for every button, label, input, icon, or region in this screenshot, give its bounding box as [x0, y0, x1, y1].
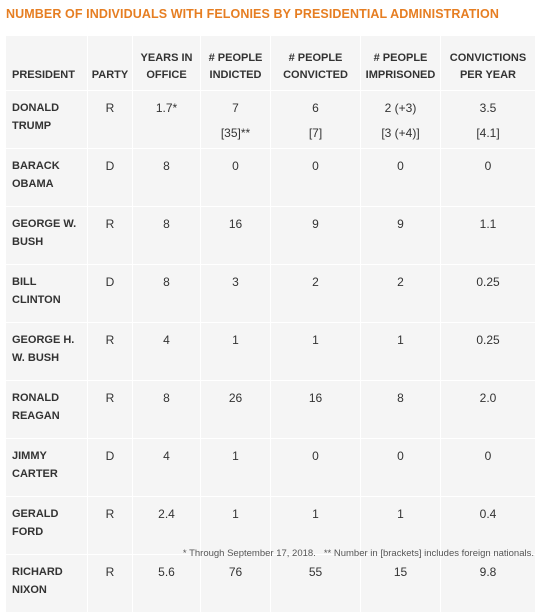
president-name: GERALD FORD: [5, 496, 88, 555]
convicted-cell: 0: [270, 148, 361, 207]
table-row: BILL CLINTON D 8 3 2 2 0.25: [5, 264, 536, 323]
header-imprisoned: # PEOPLE IMPRISONED: [360, 35, 441, 91]
president-name: BILL CLINTON: [5, 264, 88, 323]
years-cell: 1.7*: [132, 90, 201, 149]
table-row: BARACK OBAMA D 8 0 0 0 0: [5, 148, 536, 207]
per-year-cell: 2.0: [440, 380, 536, 439]
table-title: NUMBER OF INDIVIDUALS WITH FELONIES BY P…: [6, 7, 499, 21]
years-cell: 5.6: [132, 554, 201, 613]
party-cell: D: [87, 438, 133, 497]
convicted-cell: 2: [270, 264, 361, 323]
years-cell: 4: [132, 438, 201, 497]
years-cell: 8: [132, 380, 201, 439]
imprisoned-cell: 0: [360, 438, 441, 497]
years-cell: 2.4: [132, 496, 201, 555]
years-cell: 8: [132, 206, 201, 265]
imprisoned-cell: 9: [360, 206, 441, 265]
per-year-cell: 0.25: [440, 322, 536, 381]
table-row: GEORGE H. W. BUSH R 4 1 1 1 0.25: [5, 322, 536, 381]
felonies-table: PRESIDENT PARTY YEARS IN OFFICE # PEOPLE I…: [5, 35, 536, 613]
imprisoned-cell: 0: [360, 148, 441, 207]
convicted-cell: 9: [270, 206, 361, 265]
indicted-cell: 0: [200, 148, 271, 207]
header-years: YEARS IN OFFICE: [132, 35, 201, 91]
president-name: JIMMY CARTER: [5, 438, 88, 497]
party-cell: D: [87, 264, 133, 323]
felonies-table-container: PRESIDENT PARTY YEARS IN OFFICE # PEOPLE I…: [5, 35, 536, 613]
footnote-brackets: ** Number in [brackets] includes foreign…: [323, 548, 534, 559]
years-cell: 4: [132, 322, 201, 381]
per-year-cell: 9.8: [440, 554, 536, 613]
convicted-cell: 1: [270, 496, 361, 555]
president-name: GEORGE H. W. BUSH: [5, 322, 88, 381]
table-row: GERALD FORD R 2.4 1 1 1 0.4: [5, 496, 536, 555]
imprisoned-cell: 1: [360, 496, 441, 555]
indicted-cell: 16: [200, 206, 271, 265]
president-name: RICHARD NIXON: [5, 554, 88, 613]
indicted-cell: 3: [200, 264, 271, 323]
party-cell: R: [87, 90, 133, 149]
table-row: JIMMY CARTER D 4 1 0 0 0: [5, 438, 536, 497]
convicted-cell: 0: [270, 438, 361, 497]
convicted-cell: 6 [7]: [270, 90, 361, 149]
header-convictions-per-year: CONVICTIONS PER YEAR: [440, 35, 536, 91]
convicted-cell: 1: [270, 322, 361, 381]
president-name: RONALD REAGAN: [5, 380, 88, 439]
footnote-through-date: * Through September 17, 2018.: [182, 548, 316, 559]
indicted-cell: 1: [200, 322, 271, 381]
party-cell: R: [87, 206, 133, 265]
header-indicted: # PEOPLE INDICTED: [200, 35, 271, 91]
president-name: DONALD TRUMP: [5, 90, 88, 149]
party-cell: R: [87, 322, 133, 381]
per-year-cell: 1.1: [440, 206, 536, 265]
imprisoned-cell: 8: [360, 380, 441, 439]
convicted-cell: 55: [270, 554, 361, 613]
table-row: RONALD REAGAN R 8 26 16 8 2.0: [5, 380, 536, 439]
indicted-cell: 26: [200, 380, 271, 439]
table-row: GEORGE W. BUSH R 8 16 9 9 1.1: [5, 206, 536, 265]
party-cell: R: [87, 380, 133, 439]
years-cell: 8: [132, 264, 201, 323]
per-year-cell: 0: [440, 438, 536, 497]
imprisoned-cell: 15: [360, 554, 441, 613]
header-party: PARTY: [87, 35, 133, 91]
header-convicted: # PEOPLE CONVICTED: [270, 35, 361, 91]
president-name: BARACK OBAMA: [5, 148, 88, 207]
per-year-cell: 0.4: [440, 496, 536, 555]
president-name: GEORGE W. BUSH: [5, 206, 88, 265]
imprisoned-cell: 2 (+3) [3 (+4)]: [360, 90, 441, 149]
convicted-cell: 16: [270, 380, 361, 439]
header-president: PRESIDENT: [5, 35, 88, 91]
table-row: RICHARD NIXON R 5.6 76 55 15 9.8: [5, 554, 536, 613]
per-year-cell: 0: [440, 148, 536, 207]
indicted-cell: 7 [35]**: [200, 90, 271, 149]
imprisoned-cell: 2: [360, 264, 441, 323]
indicted-cell: 1: [200, 496, 271, 555]
party-cell: R: [87, 554, 133, 613]
indicted-cell: 1: [200, 438, 271, 497]
table-row: DONALD TRUMP R 1.7* 7 [35]** 6 [7] 2 (+3) [3…: [5, 90, 536, 149]
years-cell: 8: [132, 148, 201, 207]
per-year-cell: 3.5 [4.1]: [440, 90, 536, 149]
per-year-cell: 0.25: [440, 264, 536, 323]
imprisoned-cell: 1: [360, 322, 441, 381]
party-cell: R: [87, 496, 133, 555]
party-cell: D: [87, 148, 133, 207]
footnotes: * Through September 17, 2018. ** Number i…: [183, 548, 534, 559]
header-row: PRESIDENT PARTY YEARS IN OFFICE # PEOPLE I…: [5, 35, 536, 91]
indicted-cell: 76: [200, 554, 271, 613]
